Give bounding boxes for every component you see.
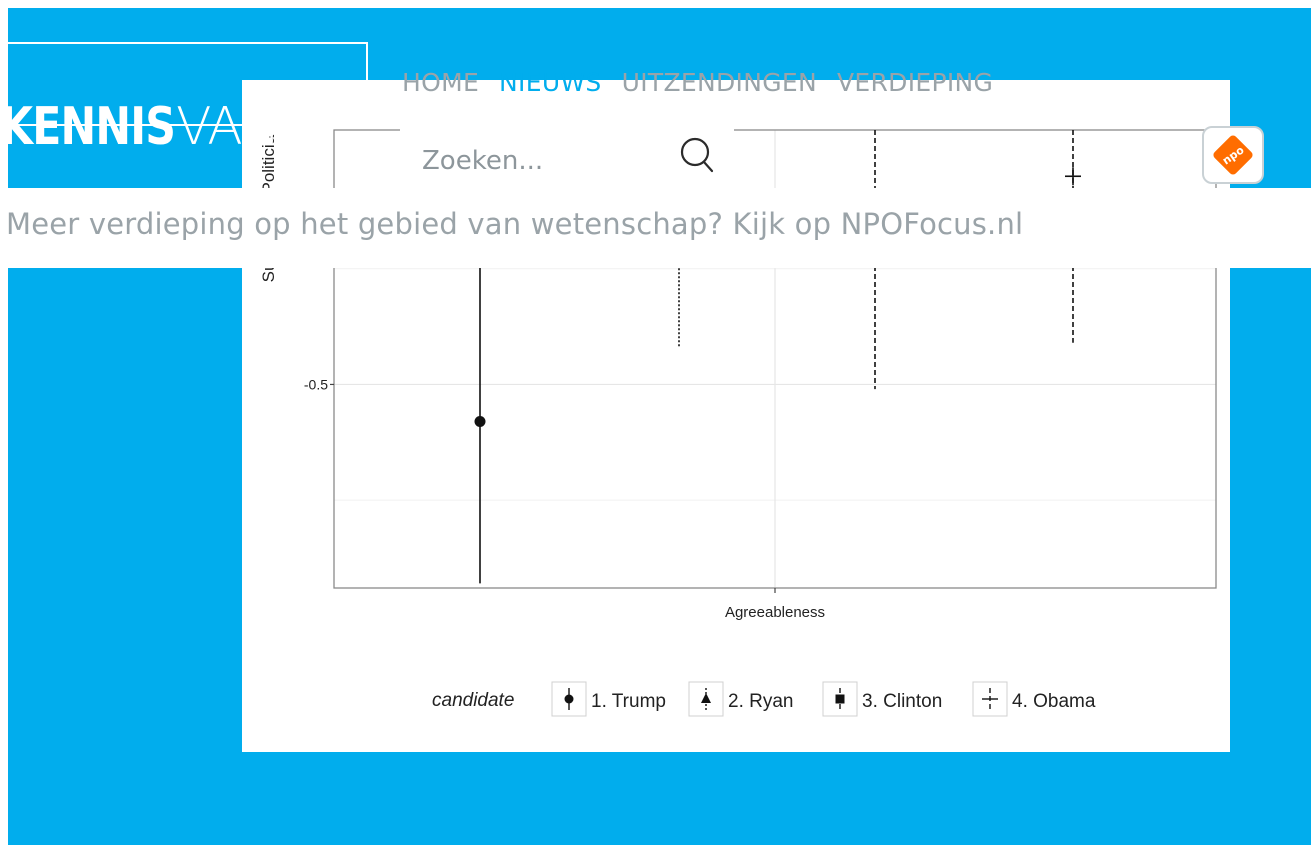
- legend-marker-3: [835, 694, 845, 704]
- search-button[interactable]: [660, 128, 734, 188]
- legend-label-4: 4. Obama: [1012, 691, 1096, 712]
- legend-key-2: [688, 681, 724, 717]
- logo-kennis: KENNIS: [0, 97, 176, 157]
- x-axis-label: Agreeableness: [725, 604, 825, 621]
- nav-home[interactable]: HOME: [402, 68, 480, 97]
- legend-label-1: 1. Trump: [591, 691, 666, 712]
- search-input[interactable]: [420, 138, 654, 184]
- main-nav: HOME NIEUWS UITZENDINGEN VERDIEPING: [402, 68, 993, 104]
- legend-title: candidate: [432, 690, 514, 711]
- nav-verdieping[interactable]: VERDIEPING: [836, 68, 994, 97]
- legend-marker-1: [564, 694, 574, 704]
- chart: -0.5AgreeablenessSupport for Politiciaca…: [259, 129, 1217, 717]
- npo-logo-icon: npo: [1213, 135, 1253, 175]
- logo-nu: NU: [258, 97, 327, 157]
- legend-label-2: 2. Ryan: [728, 691, 793, 712]
- nav-uitzendingen[interactable]: UITZENDINGEN: [621, 68, 817, 97]
- point-1: [474, 415, 486, 427]
- site-header: KENNIS VAN NU HOME NIEUWS UITZENDINGEN V…: [0, 0, 1311, 188]
- logo-van: VAN: [176, 97, 281, 157]
- npo-logo[interactable]: npo: [1202, 126, 1264, 184]
- y-tick-label: -0.5: [304, 376, 328, 392]
- promo-banner[interactable]: Meer verdieping op het gebied van wetens…: [0, 188, 1311, 268]
- legend-label-3: 3. Clinton: [862, 691, 942, 712]
- nav-nieuws[interactable]: NIEUWS: [499, 68, 602, 97]
- logo-frame: [0, 42, 368, 126]
- legend-marker-2: [701, 693, 711, 703]
- promo-banner-text: Meer verdieping op het gebied van wetens…: [6, 207, 1024, 241]
- search-icon: [680, 137, 714, 173]
